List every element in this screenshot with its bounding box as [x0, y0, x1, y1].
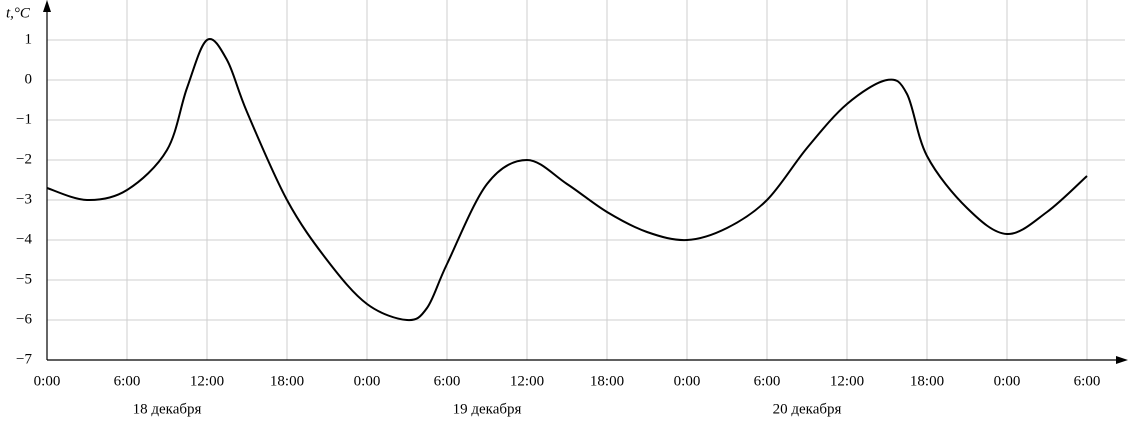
date-label: 20 декабря	[773, 401, 842, 417]
grid	[46, 0, 1125, 361]
x-tick-label: 12:00	[830, 373, 864, 389]
x-tick-label: 18:00	[270, 373, 304, 389]
y-tick-label: −1	[16, 111, 32, 127]
y-tick-label: −5	[16, 271, 32, 287]
temperature-line	[46, 38, 1088, 322]
date-label: 19 декабря	[453, 401, 522, 417]
x-tick-label: 12:00	[510, 373, 544, 389]
y-tick-label: −6	[16, 311, 32, 327]
x-tick-label: 0:00	[34, 373, 61, 389]
y-axis-label: t,°C	[6, 5, 31, 21]
x-tick-label: 0:00	[674, 373, 701, 389]
y-axis-arrow	[43, 0, 51, 12]
x-tick-label: 18:00	[910, 373, 944, 389]
date-label: 18 декабря	[133, 401, 202, 417]
y-tick-label: −3	[16, 191, 32, 207]
x-tick-label: 18:00	[590, 373, 624, 389]
y-tick-label: 0	[25, 71, 33, 87]
x-tick-label: 12:00	[190, 373, 224, 389]
x-tick-label: 6:00	[1074, 373, 1101, 389]
x-tick-label: 6:00	[114, 373, 141, 389]
x-tick-label: 0:00	[354, 373, 381, 389]
x-axis-arrow	[1116, 356, 1128, 364]
y-tick-label: −2	[16, 151, 32, 167]
x-tick-label: 6:00	[434, 373, 461, 389]
x-tick-label: 0:00	[994, 373, 1021, 389]
y-tick-label: 1	[25, 31, 33, 47]
x-tick-label: 6:00	[754, 373, 781, 389]
y-tick-label: −7	[16, 351, 32, 367]
y-tick-label: −4	[16, 231, 32, 247]
